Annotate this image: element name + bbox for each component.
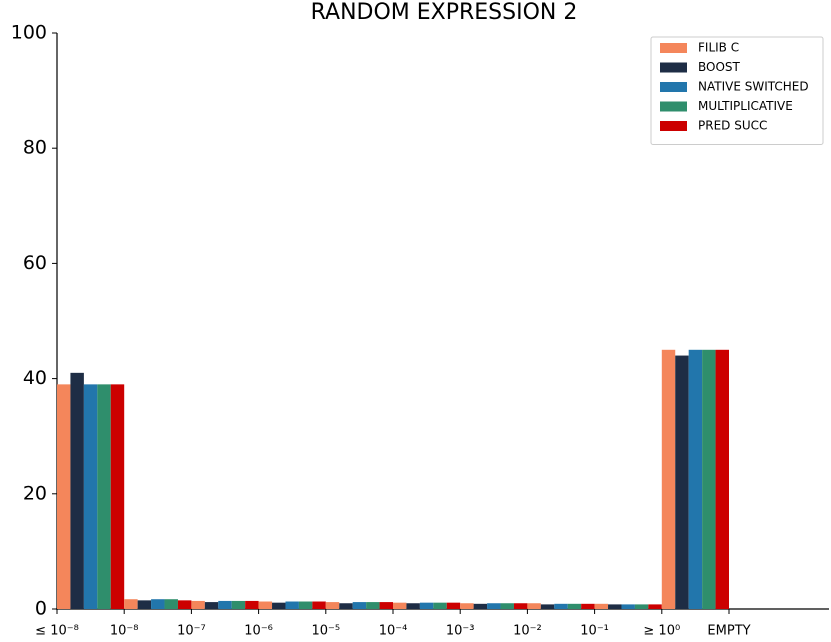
bar xyxy=(393,602,407,609)
bar xyxy=(110,384,125,609)
bar xyxy=(191,600,205,609)
legend-swatch xyxy=(660,62,687,73)
legend-box xyxy=(650,36,824,145)
y-tick-label: 100 xyxy=(11,22,47,44)
bar xyxy=(406,603,420,609)
bar xyxy=(245,600,259,609)
legend-label: PRED SUCC xyxy=(698,119,767,133)
bar xyxy=(513,603,528,609)
legend-label: FILIB C xyxy=(698,41,739,55)
bar xyxy=(339,603,353,609)
bar xyxy=(325,602,340,609)
bar xyxy=(272,602,286,609)
legend: FILIB C BOOST NATIVE SWITCHED MULTIPLICATIV… xyxy=(650,36,824,145)
bar xyxy=(231,600,246,609)
bar xyxy=(151,599,165,609)
bar xyxy=(594,603,609,609)
legend-label: BOOST xyxy=(698,60,741,74)
x-tick-label: ≥ 10⁰ xyxy=(643,624,680,639)
bar xyxy=(581,603,595,609)
bar xyxy=(702,349,716,609)
bar xyxy=(366,602,380,609)
bar xyxy=(500,603,514,609)
y-tick-label: 40 xyxy=(23,367,47,389)
bar xyxy=(675,355,689,609)
bar xyxy=(419,602,434,609)
bar xyxy=(608,604,622,609)
y-tick-label: 80 xyxy=(23,137,47,159)
x-tick-label: 10⁻⁴ xyxy=(379,624,408,639)
bar xyxy=(648,604,662,609)
bar xyxy=(97,384,111,609)
x-tick-label: ≤ 10⁻⁸ xyxy=(35,624,79,639)
bar xyxy=(567,603,582,609)
x-tick-label: 10⁻⁶ xyxy=(244,624,273,639)
bar xyxy=(70,372,84,609)
bar xyxy=(688,349,703,609)
bar xyxy=(137,600,152,609)
y-tick-label: 60 xyxy=(23,252,47,274)
legend-swatch xyxy=(660,101,687,112)
bar xyxy=(715,349,729,609)
y-tick-label: 20 xyxy=(23,482,47,504)
bar xyxy=(527,603,541,609)
bar xyxy=(540,604,555,609)
bar xyxy=(298,601,313,609)
bar xyxy=(352,602,367,609)
legend-swatch xyxy=(660,43,687,53)
bar xyxy=(312,601,326,609)
y-tick-label: 0 xyxy=(35,598,47,620)
bar xyxy=(258,601,273,609)
bar xyxy=(554,603,568,609)
bar xyxy=(433,602,447,609)
bar xyxy=(164,599,178,609)
bar xyxy=(661,349,676,609)
legend-label: MULTIPLICATIVE xyxy=(698,99,793,113)
x-tick-label: 10⁻³ xyxy=(446,624,475,639)
bar xyxy=(621,604,635,609)
bar xyxy=(460,603,474,609)
bar xyxy=(218,600,232,609)
chart-title: RANDOM EXPRESSION 2 xyxy=(311,0,578,25)
legend-swatch xyxy=(660,82,687,92)
x-tick-label: 10⁻⁸ xyxy=(110,624,139,639)
bar xyxy=(446,602,461,609)
bar xyxy=(634,604,649,609)
x-tick-label: 10⁻⁷ xyxy=(177,624,206,639)
bar xyxy=(473,603,488,609)
bar xyxy=(57,384,71,609)
x-tick-label: 10⁻¹ xyxy=(580,624,609,639)
bar xyxy=(177,600,192,609)
legend-label: NATIVE SWITCHED xyxy=(698,80,809,94)
bar xyxy=(379,602,393,609)
bar xyxy=(124,599,138,609)
x-tick-label: 10⁻⁵ xyxy=(311,624,340,639)
legend-swatch xyxy=(660,121,687,131)
bar xyxy=(83,384,98,609)
bar xyxy=(204,602,219,609)
x-tick-label: EMPTY xyxy=(707,624,750,639)
x-tick-label: 10⁻² xyxy=(513,624,542,639)
bar xyxy=(487,603,501,609)
bar xyxy=(285,601,299,609)
